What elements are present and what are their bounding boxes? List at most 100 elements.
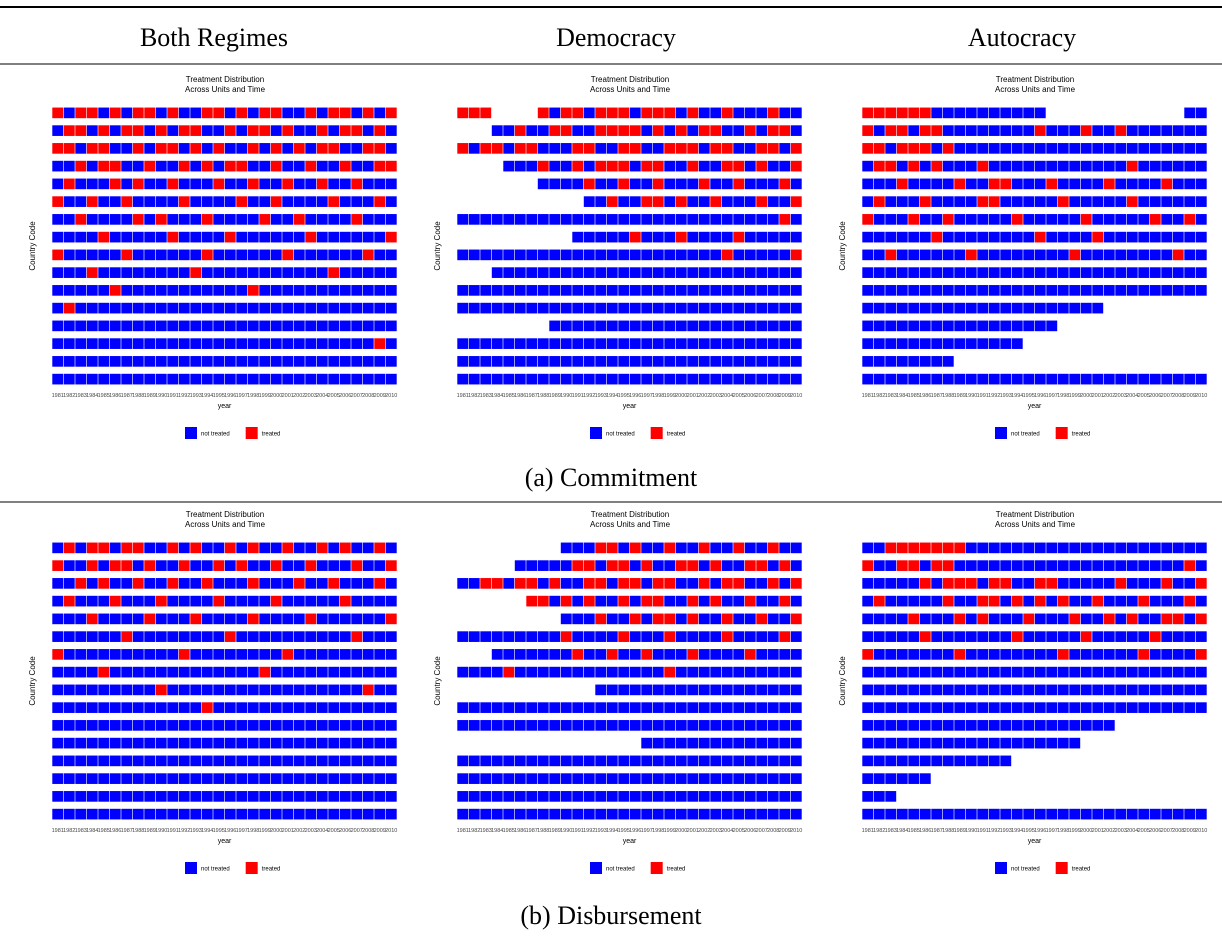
heat-cell <box>919 595 931 607</box>
legend-swatch <box>590 427 602 439</box>
heat-cell <box>1138 160 1150 172</box>
legend-swatch <box>1055 862 1068 874</box>
x-tick-label: 2000 <box>675 393 687 399</box>
heat-cell <box>155 560 167 571</box>
x-axis-label: year <box>218 838 232 845</box>
legend-swatch <box>185 427 197 439</box>
heat-cell <box>270 338 282 349</box>
heat-cell <box>167 285 179 296</box>
heat-cell <box>698 196 710 207</box>
heat-cell <box>756 231 768 243</box>
heat-cell <box>1103 125 1115 136</box>
heat-cell <box>362 666 374 678</box>
chart-subtitle: Across Units and Time <box>995 85 1076 94</box>
heat-cell <box>977 702 989 713</box>
x-tick-label: 2008 <box>767 393 779 399</box>
heat-cell <box>178 808 190 820</box>
heat-cell <box>503 267 515 278</box>
heat-cell <box>144 791 156 802</box>
heat-cell <box>1161 160 1173 172</box>
heat-cell <box>480 773 492 784</box>
heat-cell <box>1149 542 1161 554</box>
heat-cell <box>873 755 885 767</box>
heat-cell <box>1161 178 1173 190</box>
heat-cell <box>641 649 653 660</box>
heat-cell <box>1000 338 1012 349</box>
heat-cell <box>931 702 943 713</box>
chart-title: Treatment Distribution <box>591 510 669 519</box>
heat-cell <box>75 196 87 207</box>
heat-cell <box>733 196 745 207</box>
heat-cell <box>931 107 943 119</box>
heat-cell <box>1080 578 1092 589</box>
heat-cell <box>270 231 282 243</box>
heat-cell <box>526 356 538 367</box>
heat-cell <box>351 373 363 385</box>
heat-cell <box>779 178 791 190</box>
heat-cell <box>965 214 977 225</box>
heat-cell <box>503 338 515 349</box>
heat-cell <box>52 231 64 243</box>
x-tick-label: 1982 <box>873 828 885 834</box>
heat-cell <box>328 160 340 172</box>
heat-cell <box>514 214 526 225</box>
heat-cell <box>744 338 756 349</box>
heat-cell <box>75 249 87 261</box>
heat-cell <box>977 542 989 554</box>
heat-cell <box>305 666 317 678</box>
heat-cell <box>316 737 328 749</box>
heat-cell <box>618 196 630 207</box>
heat-cell <box>629 791 641 802</box>
heat-cell <box>526 720 538 731</box>
heat-cell <box>896 808 908 820</box>
heat-cell <box>385 302 397 314</box>
heat-cell <box>132 560 144 571</box>
x-tick-label: 2008 <box>767 828 779 834</box>
heat-cell <box>664 125 676 136</box>
heat-cell <box>606 649 618 660</box>
heat-cell <box>1161 808 1173 820</box>
heat-cell <box>790 107 802 119</box>
heat-cell <box>514 338 526 349</box>
heat-cell <box>885 267 897 278</box>
heat-cell <box>664 631 676 642</box>
heat-cell <box>1011 702 1023 713</box>
heat-cell <box>744 791 756 802</box>
heat-cell <box>1046 249 1058 261</box>
heat-cell <box>259 542 271 554</box>
heat-cell <box>606 231 618 243</box>
heat-cell <box>305 267 317 278</box>
heat-cell <box>328 773 340 784</box>
heat-cell <box>1023 720 1035 731</box>
heat-cell <box>675 542 687 554</box>
heat-cell <box>1115 267 1127 278</box>
heat-cell <box>756 160 768 172</box>
heat-cell <box>977 285 989 296</box>
heat-cell <box>1057 578 1069 589</box>
heat-cell <box>767 684 779 696</box>
heat-cell <box>1195 267 1207 278</box>
heat-cell <box>537 107 549 119</box>
heat-cell <box>733 160 745 172</box>
heat-cell <box>862 578 874 589</box>
x-tick-label: 1999 <box>259 828 271 834</box>
heat-cell <box>1080 649 1092 660</box>
heat-cell <box>305 578 317 589</box>
heat-cell <box>144 684 156 696</box>
heat-cell <box>1172 373 1184 385</box>
heat-cell <box>1023 578 1035 589</box>
heat-cell <box>664 178 676 190</box>
heat-cell <box>756 249 768 261</box>
heat-cell <box>1092 702 1104 713</box>
heat-cell <box>52 249 64 261</box>
heat-cell <box>1115 560 1127 571</box>
x-tick-label: 1982 <box>63 393 75 399</box>
heat-cell <box>52 773 64 784</box>
heat-cell <box>896 356 908 367</box>
heat-cell <box>583 649 595 660</box>
heat-cell <box>756 285 768 296</box>
heat-cell <box>744 542 756 554</box>
chart-title: Treatment Distribution <box>186 75 264 84</box>
heat-cell <box>98 808 110 820</box>
heat-cell <box>1195 702 1207 713</box>
